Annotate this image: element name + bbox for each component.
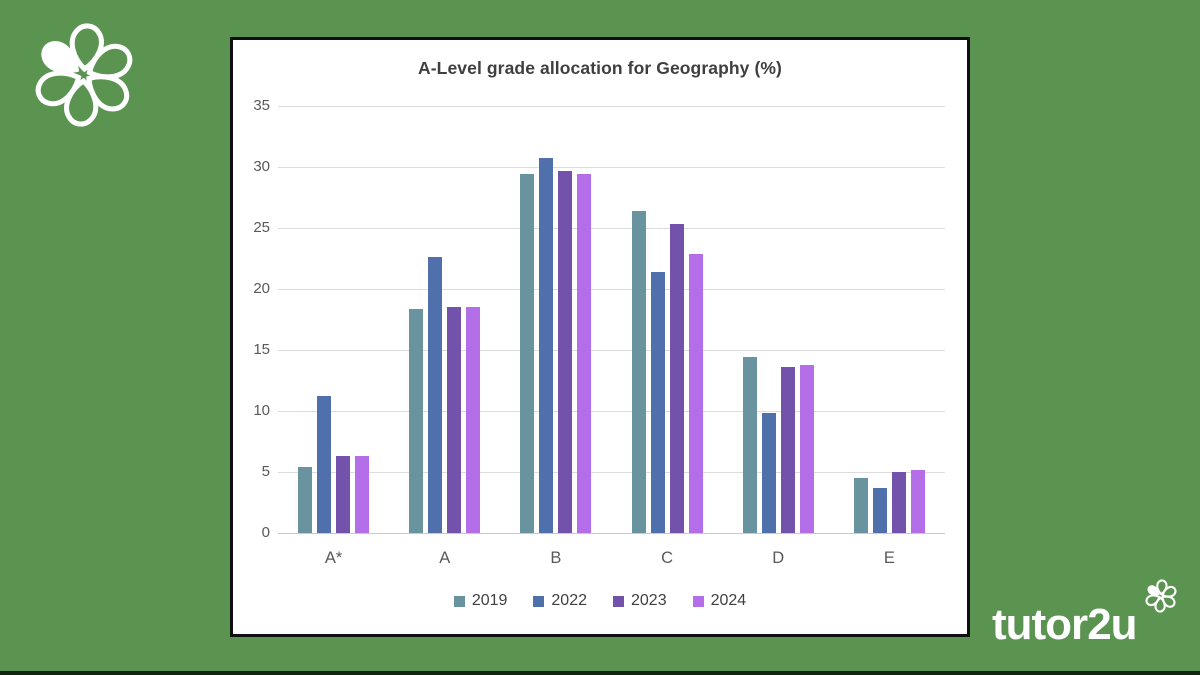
y-tick-label: 15 — [253, 341, 270, 358]
y-tick-label: 25 — [253, 219, 270, 236]
bar-2022-D — [761, 413, 776, 533]
bar-2023-A* — [336, 456, 351, 533]
x-category-label: A* — [324, 549, 343, 567]
tutor2u-flower-logo — [35, 23, 133, 127]
flower-petal — [35, 70, 82, 107]
x-category-label: C — [661, 549, 674, 567]
bar-2023-A — [447, 307, 462, 533]
wordmark-suffix: 2u — [1087, 600, 1137, 649]
bar-2024-E — [910, 469, 925, 533]
bar-2019-E — [853, 478, 868, 533]
bar-2019-A* — [298, 467, 313, 533]
legend-swatch — [453, 595, 465, 607]
bar-2023-C — [669, 224, 684, 533]
bar-group-A — [389, 257, 500, 533]
y-tick-label: 5 — [261, 463, 270, 480]
bar-2022-E — [872, 487, 887, 533]
bar-2019-B — [520, 174, 535, 533]
bar-2023-B — [558, 170, 573, 533]
chart-title: A-Level grade allocation for Geography (… — [418, 58, 782, 78]
bar-group-C — [612, 210, 723, 533]
x-category-label: B — [550, 549, 562, 567]
legend-item-2024: 2024 — [692, 592, 747, 610]
bar-2022-C — [650, 271, 665, 533]
legend-swatch — [692, 595, 704, 607]
bar-2019-C — [631, 210, 646, 533]
legend-label: 2022 — [551, 592, 587, 609]
gridline — [278, 289, 945, 290]
wordmark-prefix: tutor — [992, 600, 1088, 649]
legend-item-2019: 2019 — [453, 592, 508, 610]
gridline — [278, 228, 945, 229]
legend-label: 2023 — [631, 592, 667, 609]
flower-petal — [64, 77, 99, 127]
x-category-label: E — [883, 549, 895, 567]
y-tick-label: 0 — [261, 524, 270, 541]
flower-petal — [1145, 594, 1161, 607]
chart-panel: A-Level grade allocation for Geography (… — [230, 37, 970, 637]
bar-2019-A — [409, 308, 424, 533]
wordmark-text: tutor2u — [992, 600, 1138, 649]
bar-2024-A — [466, 307, 481, 533]
legend-item-2023: 2023 — [613, 592, 667, 610]
y-tick-label: 35 — [253, 97, 270, 114]
bar-2023-E — [891, 472, 906, 533]
bar-2024-A* — [355, 456, 370, 533]
legend-swatch — [533, 595, 545, 607]
flower-petal — [41, 41, 80, 74]
legend-swatch — [613, 595, 624, 607]
bar-2024-B — [577, 174, 592, 533]
gridline — [278, 411, 945, 412]
chart-legend: 2019 2022 2023 2024 — [233, 592, 967, 610]
legend-label: 2024 — [710, 592, 747, 609]
bottom-edge-strip — [0, 671, 1200, 675]
wordmark-flower-icon — [1145, 579, 1177, 613]
tutor2u-wordmark: tutor2u — [992, 579, 1182, 649]
y-tick-label: 20 — [253, 280, 270, 297]
y-tick-label: 30 — [253, 158, 270, 175]
bar-2019-D — [742, 357, 757, 533]
x-category-label: D — [772, 549, 785, 567]
x-axis-line — [278, 533, 945, 534]
y-tick-label: 10 — [253, 402, 270, 419]
x-axis-labels: A* A B C D E — [278, 549, 945, 571]
legend-label: 2019 — [471, 592, 508, 609]
bar-2022-A — [428, 257, 443, 533]
bar-group-E — [834, 469, 945, 533]
bar-2024-D — [799, 364, 814, 533]
bar-2022-B — [539, 158, 554, 533]
bar-group-A* — [278, 396, 389, 533]
bar-group-D — [723, 357, 834, 533]
gridline — [278, 106, 945, 107]
bar-2022-A* — [317, 396, 332, 533]
bar-2024-C — [688, 253, 703, 533]
plot-area: 0 5 10 15 20 25 30 35 A* A B C D E — [253, 97, 945, 567]
x-category-label: A — [439, 549, 451, 567]
legend-item-2022: 2022 — [533, 592, 587, 610]
gridline — [278, 167, 945, 168]
bar-2023-D — [780, 367, 795, 533]
bar-group-B — [500, 158, 611, 533]
gridline — [278, 472, 945, 473]
gridline — [278, 350, 945, 351]
